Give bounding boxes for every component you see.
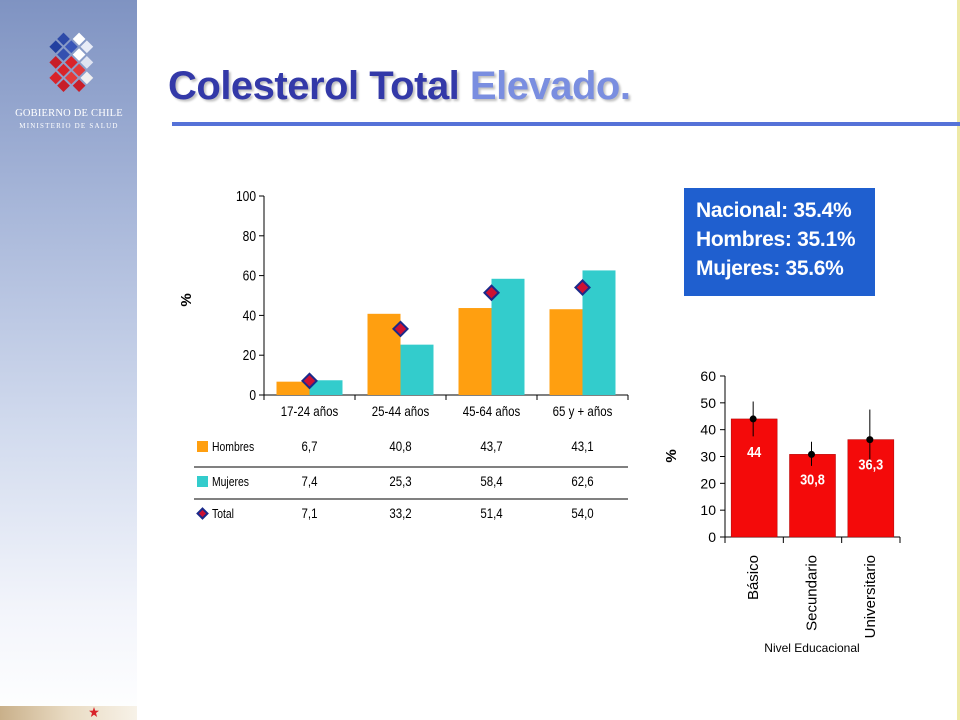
legend-swatch-mujeres — [197, 476, 208, 487]
marker-total-25-44-a-os — [392, 320, 409, 338]
legend-swatch-hombres — [197, 441, 208, 452]
title-main: Colesterol Total — [168, 64, 470, 108]
legend-label-mujeres: Mujeres — [212, 475, 249, 489]
y-tick-label: 30 — [700, 449, 716, 465]
point-universitario — [866, 436, 874, 444]
bar-hombres-45-64-a-os — [458, 308, 492, 395]
data-label-secundario: 30,8 — [800, 470, 825, 487]
y-axis-label: % — [178, 293, 195, 306]
bar-mujeres-65-y-a-os — [582, 270, 616, 395]
summary-line-mujeres: Mujeres: 35.6% — [696, 257, 844, 280]
marker-total-65-y-a-os — [574, 279, 591, 297]
table-cell-total-45-64-a-os: 51,4 — [480, 505, 502, 521]
chile-government-logo-icon — [49, 32, 94, 93]
table-cell-mujeres-25-44-a-os: 25,3 — [389, 473, 411, 489]
marker-total-45-64-a-os — [483, 284, 500, 302]
logo-name: GOBIERNO DE CHILE — [15, 108, 123, 119]
bar-mujeres-17-24-a-os — [309, 380, 343, 395]
bar-universitario — [847, 439, 895, 538]
legend-swatch-total — [196, 507, 209, 520]
table-cell-total-25-44-a-os: 33,2 — [389, 505, 411, 521]
y-tick-label: 80 — [243, 228, 257, 245]
y-tick-label: 50 — [700, 395, 716, 411]
x-tick-label: 17-24 años — [281, 403, 338, 419]
age-chart-markers — [301, 279, 591, 390]
right-edge-rule — [957, 0, 960, 720]
y-tick-label: 10 — [700, 502, 716, 518]
legend-label-hombres: Hombres — [212, 440, 254, 454]
y-tick-label: 0 — [249, 387, 256, 404]
bar-b-sico — [730, 418, 778, 538]
table-cell-total-17-24-a-os: 7,1 — [302, 505, 318, 521]
x-tick-label: Universitario — [862, 555, 879, 638]
legend-label-total: Total — [212, 507, 234, 521]
y-tick-label: 20 — [700, 475, 716, 491]
y-tick-label: 40 — [700, 422, 716, 438]
data-label-b-sico: 44 — [747, 443, 761, 460]
x-tick-label: 25-44 años — [372, 403, 429, 419]
summary-box: Nacional: 35.4% Hombres: 35.1% Mujeres: … — [684, 188, 875, 296]
star-icon — [89, 707, 99, 717]
table-cell-total-65-y-a-os: 54,0 — [571, 505, 593, 521]
table-cell-mujeres-65-y-a-os: 62,6 — [571, 473, 593, 489]
y-tick-label: 60 — [700, 368, 716, 384]
sidebar-band: GOBIERNO DE CHILE MINISTERIO DE SALUD — [0, 0, 137, 720]
logo-ministry: MINISTERIO DE SALUD — [19, 122, 119, 130]
bar-mujeres-45-64-a-os — [491, 278, 525, 395]
bar-secundario — [789, 454, 836, 538]
summary-line-nacional: Nacional: 35.4% — [696, 199, 852, 222]
y-tick-label: 20 — [243, 347, 257, 364]
y-tick-label: 60 — [243, 267, 257, 284]
education-chart-axes: 0 10 20 30 40 50 60% Nivel Educacional Básico Sec… — [663, 368, 901, 655]
marker-total-17-24-a-os — [301, 372, 318, 390]
y-axis-label: % — [663, 449, 680, 462]
page-title: Colesterol Total Elevado. — [168, 64, 631, 109]
y-tick-label: 40 — [243, 307, 257, 324]
bar-mujeres-25-44-a-os — [400, 344, 434, 395]
table-cell-mujeres-45-64-a-os: 58,4 — [480, 473, 502, 489]
x-tick-label: Básico — [745, 555, 762, 600]
table-cell-hombres-17-24-a-os: 6,7 — [302, 438, 318, 454]
y-tick-label: 100 — [236, 188, 256, 205]
x-tick-label: Secundario — [804, 555, 821, 631]
bar-hombres-17-24-a-os — [276, 381, 310, 395]
age-chart-bars — [276, 270, 616, 395]
bottom-decoration — [0, 706, 137, 720]
summary-line-hombres: Hombres: 35.1% — [696, 228, 856, 251]
y-tick-label: 0 — [708, 529, 716, 545]
title-accent: Elevado. — [469, 64, 631, 108]
bar-hombres-65-y-a-os — [549, 309, 583, 395]
age-chart-data-table: Hombres 6,7 40,8 43,7 43,1 Mujeres 7,4 25,3 58,4… — [194, 438, 628, 521]
table-cell-hombres-25-44-a-os: 40,8 — [389, 438, 411, 454]
table-cell-hombres-65-y-a-os: 43,1 — [571, 438, 593, 454]
table-cell-hombres-45-64-a-os: 43,7 — [480, 438, 502, 454]
x-tick-label: 45-64 años — [463, 403, 520, 419]
x-axis-label: Nivel Educacional — [764, 641, 859, 655]
point-b-sico — [749, 415, 757, 423]
table-cell-mujeres-17-24-a-os: 7,4 — [302, 473, 318, 489]
point-secundario — [808, 450, 815, 458]
data-label-universitario: 36,3 — [858, 456, 883, 473]
x-tick-label: 65 y + años — [553, 403, 613, 419]
education-chart-bars: 44 30,8 36,3 — [730, 401, 895, 538]
title-underline — [172, 122, 960, 126]
